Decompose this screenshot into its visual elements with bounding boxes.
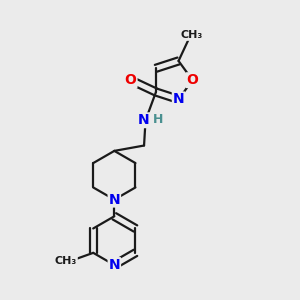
Text: O: O <box>187 73 198 87</box>
Text: CH₃: CH₃ <box>55 256 77 266</box>
Text: N: N <box>109 193 120 207</box>
Text: O: O <box>125 73 136 87</box>
Text: N: N <box>138 113 150 127</box>
Text: H: H <box>153 112 163 126</box>
Text: N: N <box>109 258 120 272</box>
Text: CH₃: CH₃ <box>180 30 202 40</box>
Text: N: N <box>173 92 184 106</box>
